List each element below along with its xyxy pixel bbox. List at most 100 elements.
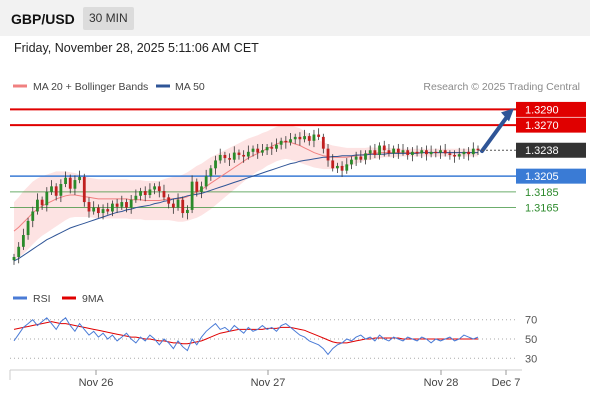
candle-body (462, 151, 466, 155)
candle-body (73, 180, 77, 189)
candle (265, 143, 269, 155)
candle (87, 197, 91, 218)
candle (354, 151, 358, 166)
candle (139, 187, 142, 201)
candle (96, 204, 100, 218)
candle-body (307, 136, 311, 141)
candle (125, 198, 128, 213)
candle (401, 143, 405, 156)
candle-body (31, 211, 35, 221)
candle (303, 129, 306, 143)
candle (443, 143, 447, 157)
candle (270, 142, 274, 155)
support-resistance-levels: 1.3290 1.3270 1.3205 1.3185 1.3165 (10, 101, 586, 215)
candle-body (92, 207, 96, 212)
candle-body (312, 134, 316, 141)
candle-body (453, 154, 456, 157)
candle-body (200, 186, 203, 192)
candle (279, 137, 283, 150)
candle (111, 200, 114, 217)
candle (275, 138, 278, 152)
candle-body (401, 150, 405, 153)
candle-body (26, 220, 30, 236)
x-tick-label-Nov 26: Nov 26 (79, 377, 114, 389)
last-price-tag (516, 142, 586, 158)
candle-body (284, 140, 288, 143)
legend-rsi-ma-label: 9MA (82, 293, 104, 305)
candle-body (293, 136, 297, 140)
candle-body (45, 191, 49, 206)
candle (115, 198, 119, 214)
candle-body (148, 189, 152, 195)
candle (406, 147, 410, 160)
candle-body (364, 153, 367, 160)
candle (293, 133, 297, 144)
candle (232, 146, 236, 163)
candle (326, 143, 330, 167)
candle (312, 129, 316, 148)
candle-body (106, 209, 110, 212)
candle-body (457, 154, 461, 157)
candle-body (78, 176, 82, 181)
candle-body (410, 151, 414, 155)
candle-body (190, 181, 194, 210)
candle-body (246, 151, 250, 157)
candle-body (270, 147, 274, 149)
candle (92, 201, 96, 215)
candle-body (195, 181, 199, 192)
candle-body (406, 150, 410, 155)
candle (410, 147, 414, 162)
candle-body (134, 195, 138, 200)
candle-body (125, 202, 128, 208)
candle (82, 173, 86, 207)
candle (120, 195, 124, 210)
candle (392, 145, 396, 159)
level-tag-1.3205 (516, 168, 586, 184)
candle (462, 148, 466, 159)
candle-body (467, 151, 471, 155)
level-label-1.3205: 1.3205 (525, 171, 559, 183)
interval-button[interactable]: 30 MIN (83, 7, 134, 30)
candle-body (359, 156, 363, 160)
candle-body (54, 186, 58, 196)
last-price-label: 1.3238 (525, 145, 559, 157)
candle-body (340, 165, 344, 171)
candle-body (256, 148, 260, 153)
candle (181, 196, 185, 218)
level-label-1.3165: 1.3165 (525, 203, 559, 215)
candle (101, 204, 105, 220)
candle (50, 180, 53, 195)
rsi-line (13, 317, 479, 356)
candle-body (279, 140, 283, 145)
candle-body (251, 148, 255, 152)
candle (186, 205, 189, 220)
candle-body (392, 148, 396, 154)
candle-body (218, 154, 222, 161)
candle-body (471, 148, 475, 155)
legend-ma50-label: MA 50 (175, 81, 205, 93)
candle-body (176, 199, 180, 208)
candle-body (101, 209, 105, 214)
candle (331, 154, 335, 172)
candle-body (87, 202, 91, 212)
credit-text: Research © 2025 Trading Central (423, 81, 580, 93)
candle-body (40, 199, 44, 206)
candle (321, 133, 325, 154)
candle (350, 156, 353, 170)
candlesticks (12, 128, 480, 265)
level-label-1.3290: 1.3290 (525, 104, 559, 116)
candle (218, 148, 222, 164)
candle-body (265, 147, 269, 151)
candle (190, 175, 194, 214)
candle (387, 143, 391, 157)
candle (36, 193, 39, 215)
candle-body (345, 164, 349, 171)
candle (78, 170, 82, 184)
candle-body (434, 151, 438, 154)
candle (340, 161, 344, 177)
legend-rsi-label: RSI (33, 293, 51, 305)
candle (106, 202, 110, 215)
candle-body (354, 156, 358, 160)
